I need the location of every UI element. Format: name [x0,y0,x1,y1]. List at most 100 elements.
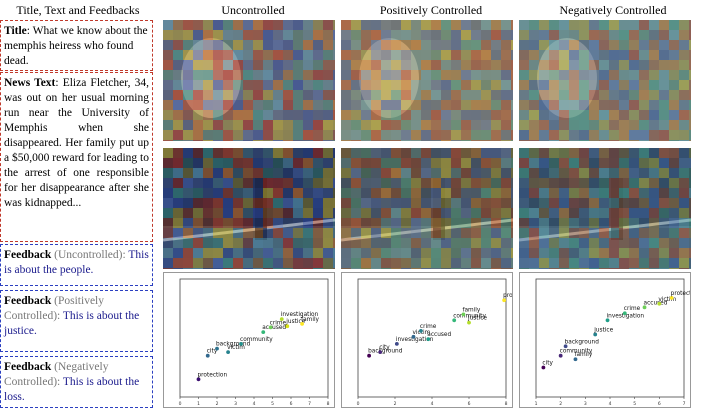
heatmap-cell [471,70,481,80]
heatmap-cell [629,158,639,168]
heatmap-cell [333,60,335,70]
heatmap-cell [313,268,323,269]
heatmap-cell [639,130,649,140]
heatmap-cell [351,90,361,100]
heatmap-cell [451,188,461,198]
heatmap-cell [501,208,511,218]
heatmap-cell [639,248,649,258]
heatmap-cell [351,140,361,141]
heatmap-cell [639,208,649,218]
heatmap-cell [589,40,599,50]
heatmap-cell [471,148,481,158]
heatmap-cell [203,50,213,60]
tint-overlay [519,148,691,269]
heatmap-cell [341,228,351,238]
heatmap-cell [333,258,335,268]
heatmap-cell [203,228,213,238]
heatmap-cell [323,258,333,268]
heatmap-cell [361,80,371,90]
heatmap-cell [381,90,391,100]
heatmap-cell [333,80,335,90]
heatmap-cell [629,20,639,30]
heatmap-cell [283,90,293,100]
heatmap-cell [351,70,361,80]
heatmap-cell [471,238,481,248]
heatmap-cell [421,50,431,60]
heatmap-cell [579,130,589,140]
heatmap-cell [283,20,293,30]
heatmap-cell [501,40,511,50]
heatmap-cell [411,100,421,110]
heatmap-cell [451,50,461,60]
news-label: News Text [4,77,56,89]
heatmap-cell [213,178,223,188]
heatmap-cell [351,208,361,218]
heatmap-cell [341,70,351,80]
heatmap-cell [441,60,451,70]
heatmap-cell [233,258,243,268]
heatmap-cell [579,50,589,60]
heatmap-cell [293,168,303,178]
heatmap-cell [371,130,381,140]
heatmap-cell [609,20,619,30]
heatmap-cell [491,188,501,198]
heatmap-cell [689,90,691,100]
heatmap-cell [511,80,513,90]
heatmap-cell [233,90,243,100]
heatmap-cell [629,228,639,238]
heatmap-cell [501,148,511,158]
scatter-point [563,344,568,349]
x-tick-label: 6 [468,401,471,407]
heatmap-cell [559,188,569,198]
heatmap-cell [481,258,491,268]
heatmap-cell [579,228,589,238]
heatmap-cell [351,40,361,50]
heatmap-cell [481,178,491,188]
heatmap-cell [253,208,263,218]
heatmap-cell [609,120,619,130]
heatmap-cell [589,238,599,248]
heatmap-cell [569,228,579,238]
scatter-point [378,350,383,355]
heatmap-cell [341,80,351,90]
heatmap-cell [293,140,303,141]
heatmap-cell [649,90,659,100]
heatmap-cell [361,158,371,168]
heatmap-cell [173,90,183,100]
heatmap-cell [203,218,213,228]
heatmap-cell [371,50,381,60]
heatmap-cell [421,228,431,238]
heatmap-cell [589,168,599,178]
heatmap-cell [569,218,579,228]
heatmap-cell [609,268,619,269]
heatmap-cell [461,158,471,168]
heatmap-cell [529,60,539,70]
heatmap-cell [323,188,333,198]
heatmap-cell [243,20,253,30]
heatmap-cell [549,178,559,188]
heatmap-cell [441,158,451,168]
heatmap-cell [461,120,471,130]
title-text: : What we know about the memphis heiress… [4,25,148,67]
heatmap-cell [391,70,401,80]
heatmap-cell [539,178,549,188]
heatmap-cell [421,198,431,208]
heatmap-cell [431,120,441,130]
heatmap-cell [559,120,569,130]
heatmap-cell [431,80,441,90]
heatmap-cell [579,148,589,158]
heatmap-cell [649,120,659,130]
heatmap-cell [619,50,629,60]
heatmap-cell [679,238,689,248]
heatmap-cell [223,80,233,90]
heatmap-cell [471,268,481,269]
heatmap-cell [589,248,599,258]
heatmap-cell [203,168,213,178]
heatmap-cell [303,110,313,120]
heatmap-cell [471,100,481,110]
heatmap-cell [579,80,589,90]
heatmap-cell [569,30,579,40]
x-tick-label: 1 [535,401,538,407]
heatmap-cell [333,168,335,178]
heatmap-cell [273,50,283,60]
